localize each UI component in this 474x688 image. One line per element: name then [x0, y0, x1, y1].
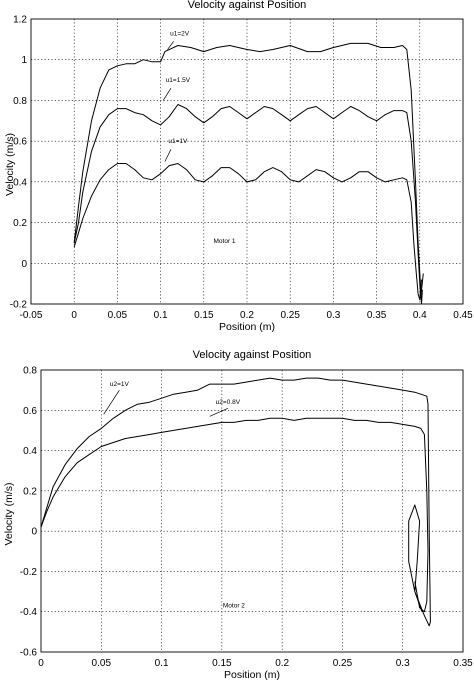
annotation-arrow	[103, 389, 120, 415]
annotation-label: u1=1V	[168, 138, 188, 145]
x-tick-label: 0.2	[240, 310, 254, 321]
annotation-arrow	[162, 88, 172, 101]
y-tick-label: 1	[21, 55, 27, 66]
annotation-label: u1=2V	[170, 30, 190, 37]
series-line	[73, 104, 424, 299]
y-tick-label: 0.2	[23, 486, 37, 497]
y-axis-label: Velocity (m/s)	[4, 133, 16, 196]
x-tick-label: 0.2	[275, 658, 289, 669]
annotation-label: u2=1V	[110, 381, 130, 388]
annotation-label: u2=0.8V	[216, 399, 241, 406]
x-tick-label: 0.1	[155, 658, 169, 669]
x-tick-label: 0.05	[92, 658, 112, 669]
x-tick-label: 0.3	[326, 310, 340, 321]
x-tick-label: 0.3	[396, 658, 410, 669]
y-axis-label: Velocity (m/s)	[3, 482, 15, 545]
x-axis-label: Position (m)	[224, 669, 280, 681]
y-tick-label: 0	[21, 259, 27, 270]
x-tick-label: -0.05	[20, 310, 43, 321]
y-tick-label: 0	[31, 527, 37, 538]
plot-frame	[40, 369, 464, 653]
y-tick-label: -0.2	[20, 567, 38, 578]
annotation-arrow	[167, 41, 174, 50]
annotation-label: Motor 2	[223, 603, 245, 610]
x-tick-label: 0.15	[194, 310, 214, 321]
series-line	[40, 377, 431, 627]
x-tick-label: 0.25	[280, 310, 300, 321]
y-tick-label: 0.4	[23, 446, 37, 457]
series-line	[40, 417, 429, 613]
y-tick-label: 0.6	[23, 406, 37, 417]
y-tick-label: 1.2	[13, 15, 27, 26]
x-tick-label: 0.35	[453, 658, 473, 669]
y-tick-label: 0.6	[13, 137, 27, 148]
annotation-label: Motor 1	[214, 238, 236, 245]
y-tick-label: 0.4	[13, 177, 27, 188]
x-tick-label: 0.45	[453, 310, 473, 321]
chart-title: Velocity against Position	[188, 0, 307, 11]
y-tick-label: 0.8	[23, 366, 37, 377]
annotation-arrow	[164, 149, 172, 162]
x-tick-label: 0.25	[333, 658, 353, 669]
x-tick-label: 0.05	[108, 310, 128, 321]
y-tick-label: 0.2	[13, 218, 27, 229]
y-tick-label: -0.2	[10, 300, 28, 311]
x-tick-label: 0.4	[413, 310, 427, 321]
annotation-arrow	[209, 407, 229, 417]
x-axis-label: Position (m)	[219, 321, 275, 333]
plot-frame	[30, 18, 464, 305]
x-tick-label: 0	[38, 658, 44, 669]
y-tick-label: 0.8	[13, 96, 27, 107]
y-tick-label: -0.6	[20, 648, 38, 659]
series-line	[73, 42, 423, 305]
x-tick-label: 0	[71, 310, 77, 321]
chart-title: Velocity against Position	[193, 349, 312, 361]
annotation-label: u1=1.5V	[166, 77, 191, 84]
y-tick-label: -0.4	[20, 607, 38, 618]
x-tick-label: 0.35	[367, 310, 387, 321]
x-tick-label: 0.15	[212, 658, 232, 669]
x-tick-label: 0.1	[154, 310, 168, 321]
series-line	[73, 163, 422, 301]
